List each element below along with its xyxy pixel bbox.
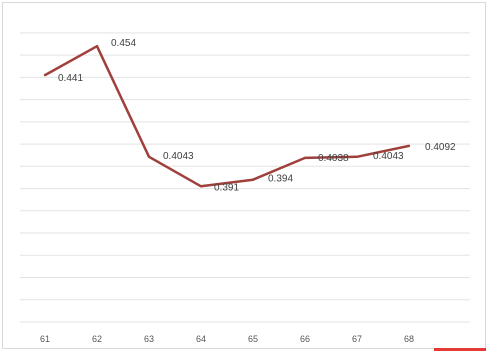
x-tick-65: 65 [248, 334, 258, 344]
accent-mark [434, 348, 486, 351]
data-point-65 [251, 178, 255, 181]
data-label-61: 0.441 [58, 73, 83, 84]
data-labels: 0.441 0.454 0.4043 0.391 0.394 0.4038 0.4043 0.… [58, 38, 456, 193]
data-label-62: 0.454 [111, 38, 136, 49]
data-point-66 [303, 156, 307, 160]
x-tick-64: 64 [196, 334, 206, 344]
gridlines [20, 32, 470, 323]
data-label-66: 0.4038 [318, 153, 349, 164]
data-label-68: 0.4092 [425, 142, 456, 153]
x-axis-ticks: 61 62 63 64 65 66 67 68 [40, 334, 414, 344]
series-line [44, 44, 410, 188]
x-tick-66: 66 [300, 334, 310, 344]
x-tick-62: 62 [92, 334, 102, 344]
data-point-62 [95, 45, 99, 48]
chart-frame [2, 2, 486, 349]
x-tick-67: 67 [352, 334, 362, 344]
series-line-layer [43, 44, 411, 188]
data-label-64: 0.391 [214, 182, 239, 193]
x-tick-61: 61 [40, 334, 50, 344]
data-label-65: 0.394 [268, 174, 293, 185]
data-point-67 [355, 155, 359, 158]
data-label-63: 0.4043 [163, 151, 194, 162]
x-tick-63: 63 [144, 334, 154, 344]
data-point-63 [147, 155, 151, 158]
data-point-61 [43, 73, 47, 77]
data-label-67: 0.4043 [373, 151, 404, 162]
data-point-68 [407, 144, 411, 148]
data-point-64 [199, 185, 203, 188]
x-tick-68: 68 [404, 334, 414, 344]
